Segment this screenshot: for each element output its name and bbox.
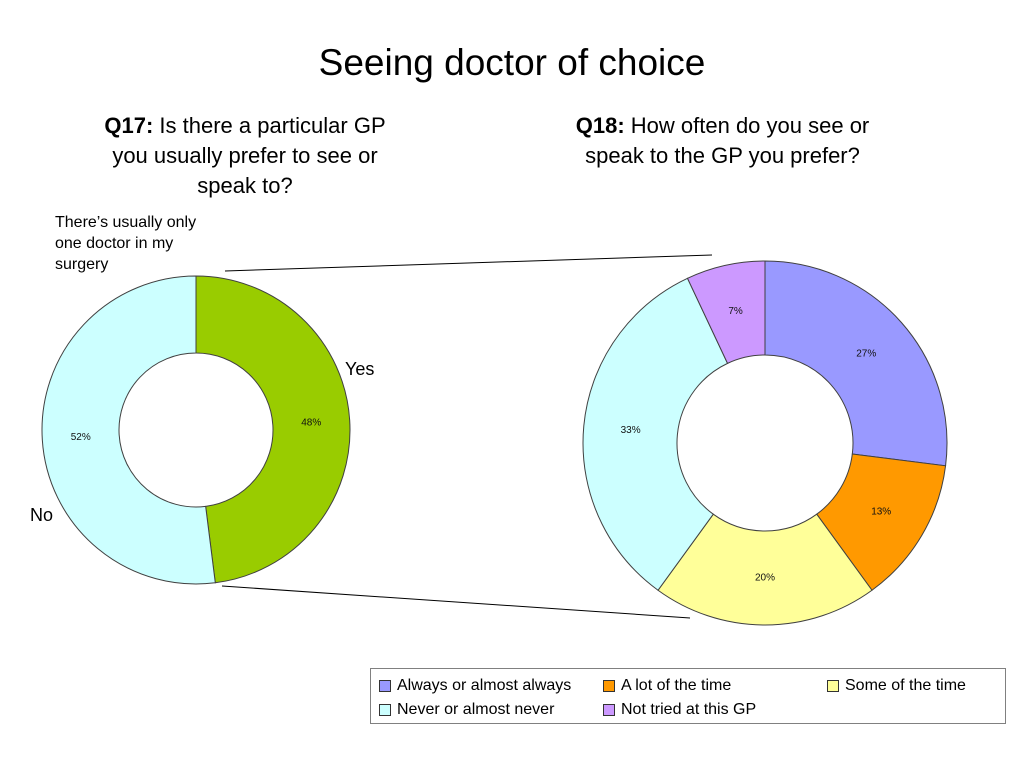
legend-label: Never or almost never bbox=[397, 701, 555, 718]
legend-swatch bbox=[603, 704, 615, 716]
q17-label: Q17: bbox=[104, 113, 154, 138]
legend-item: A lot of the time bbox=[603, 677, 731, 695]
connector-line-bottom bbox=[221, 585, 691, 619]
legend-label: Always or almost always bbox=[397, 677, 572, 694]
legend-swatch bbox=[379, 704, 391, 716]
only-one-doctor-annotation: There’s usually only one doctor in my su… bbox=[55, 214, 197, 273]
q17-slice-label: 52% bbox=[71, 432, 91, 443]
chart-legend: Always or almost always A lot of the time… bbox=[370, 668, 1006, 724]
page-title: Seeing doctor of choice bbox=[318, 42, 706, 83]
legend-item: Some of the time bbox=[827, 677, 966, 695]
q17-donut-chart: 0%48%52% bbox=[41, 275, 351, 585]
q18-question: Q18: How often do you see or speak to th… bbox=[575, 111, 870, 171]
q18-slice bbox=[686, 260, 766, 365]
connector-line-top bbox=[224, 254, 713, 272]
legend-swatch bbox=[603, 680, 615, 692]
q18-slice-label: 7% bbox=[728, 306, 743, 317]
legend-item: Always or almost always bbox=[379, 677, 571, 695]
q18-label: Q18: bbox=[575, 113, 625, 138]
q18-slice bbox=[764, 260, 948, 467]
q17-slice bbox=[41, 275, 216, 585]
legend-label: Not tried at this GP bbox=[621, 701, 757, 718]
q18-slice-label: 13% bbox=[871, 506, 891, 517]
q18-text: How often do you see or speak to the GP … bbox=[585, 113, 870, 168]
q18-slice bbox=[582, 277, 729, 591]
q17-slice-label: 48% bbox=[301, 417, 321, 428]
yes-label: Yes bbox=[345, 359, 375, 379]
q18-donut-chart: 27% 13% 20% 33% 7% bbox=[582, 260, 948, 626]
q18-slice-label: 33% bbox=[621, 425, 641, 436]
legend-swatch bbox=[379, 680, 391, 692]
q18-slice-label: 20% bbox=[755, 573, 775, 584]
q18-slice bbox=[657, 513, 873, 626]
legend-item: Not tried at this GP bbox=[603, 701, 756, 719]
legend-swatch bbox=[827, 680, 839, 692]
q18-slice-label: 27% bbox=[856, 348, 876, 359]
q17-slice bbox=[195, 275, 351, 584]
legend-label: A lot of the time bbox=[621, 677, 732, 694]
q17-text: Is there a particular GP you usually pre… bbox=[112, 113, 386, 198]
legend-item: Never or almost never bbox=[379, 701, 554, 719]
no-label: No bbox=[30, 505, 54, 525]
legend-label: Some of the time bbox=[845, 677, 966, 694]
q17-question: Q17: Is there a particular GP you usuall… bbox=[90, 111, 400, 201]
